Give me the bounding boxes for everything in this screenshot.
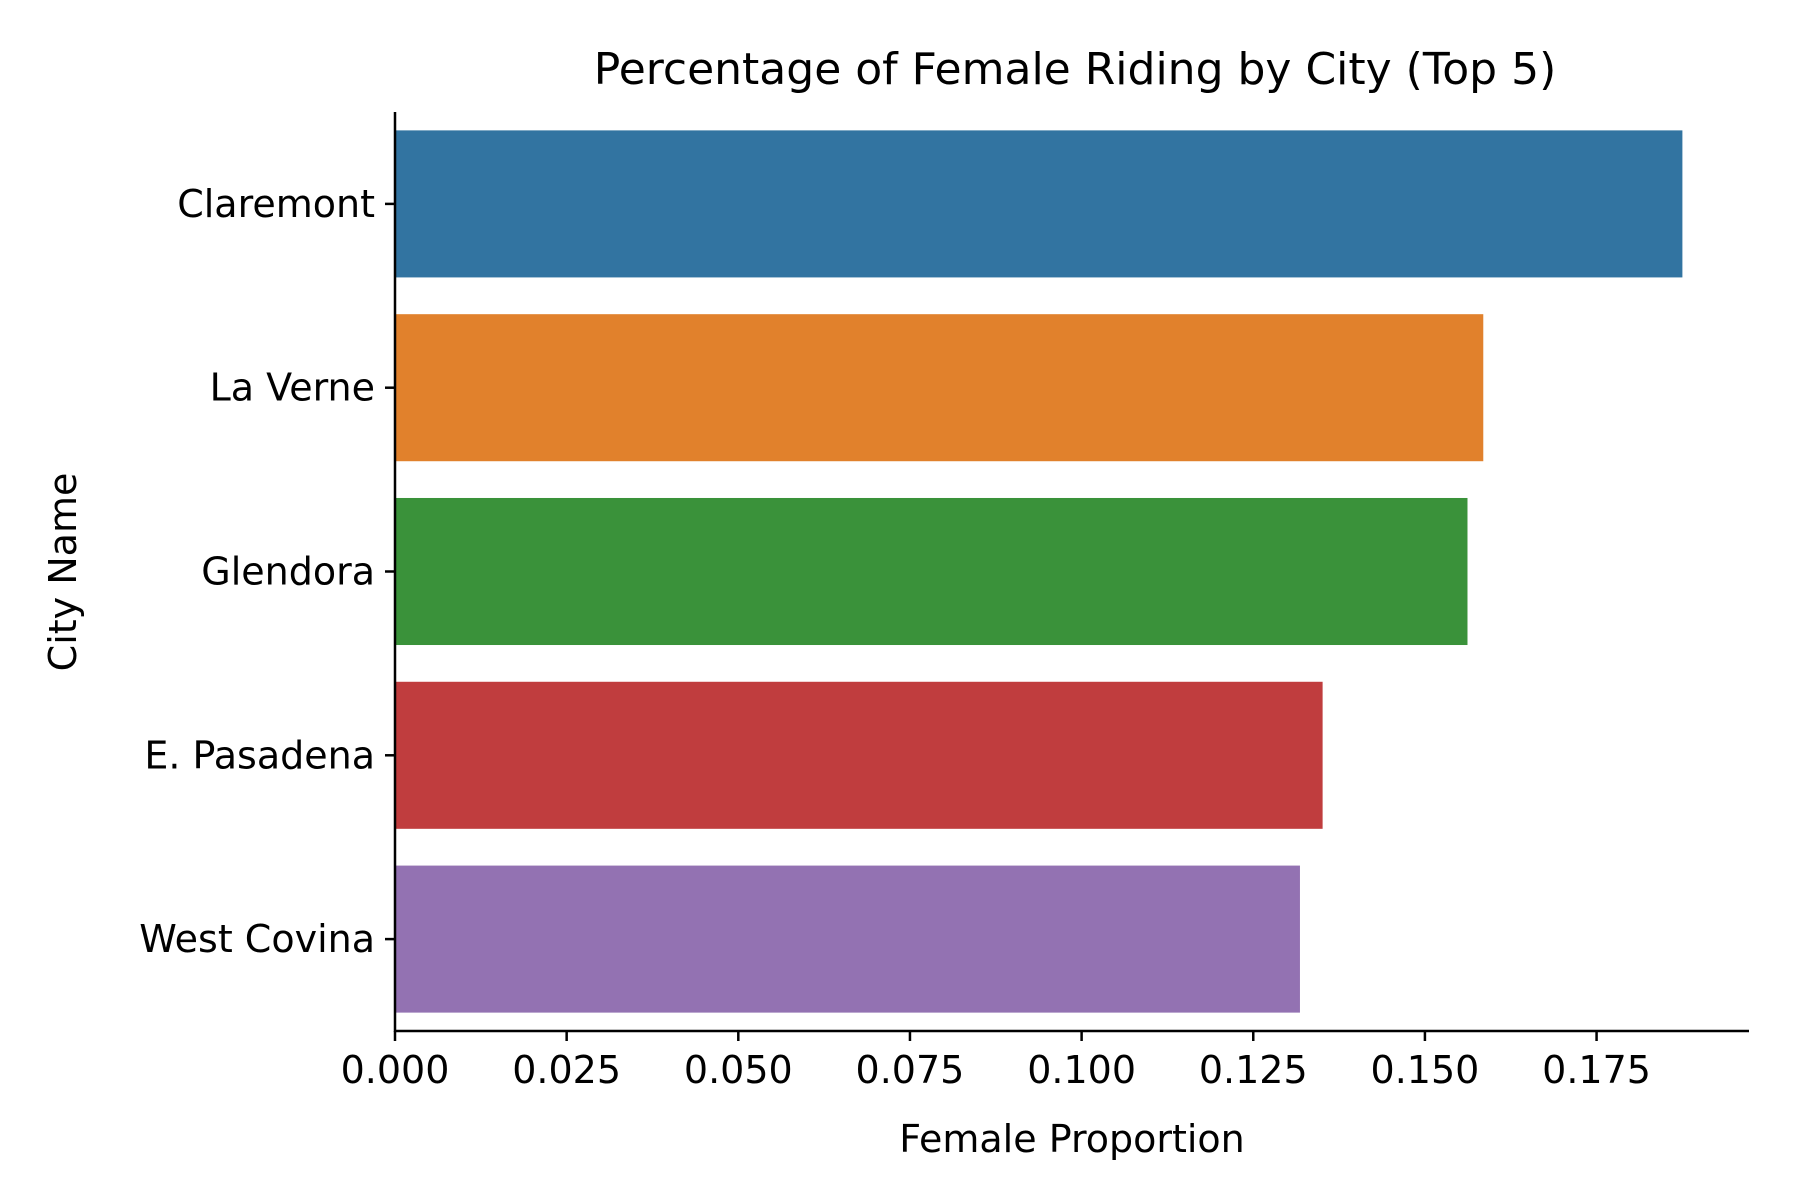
y-axis: Claremont La Verne Glendora E. Pasadena West… xyxy=(139,112,397,1032)
x-tick-label: 0.000 xyxy=(341,1048,450,1092)
bar-glendora xyxy=(395,497,1468,646)
chart-title: Percentage of Female Riding by City (Top… xyxy=(594,44,1556,95)
bar-claremont xyxy=(395,130,1683,278)
x-axis-title: Female Proportion xyxy=(899,1117,1245,1161)
x-tick-label: 0.025 xyxy=(512,1048,621,1092)
y-tick-label: La Verne xyxy=(210,366,375,410)
y-tick-label: Glendora xyxy=(201,550,375,594)
x-tick-label: 0.050 xyxy=(684,1048,793,1092)
x-tick-label: 0.075 xyxy=(856,1048,965,1092)
bar-west-covina xyxy=(395,865,1300,1013)
x-tick-label: 0.100 xyxy=(1027,1048,1136,1092)
y-tick-label: E. Pasadena xyxy=(144,733,375,777)
bars-layer xyxy=(395,130,1683,1013)
y-tick-label: Claremont xyxy=(177,182,375,226)
bar-la-verne xyxy=(395,314,1484,462)
x-tick-label: 0.175 xyxy=(1542,1048,1651,1092)
y-tick-label: West Covina xyxy=(139,917,375,961)
x-axis: 0.000 0.025 0.050 0.075 0.100 0.125 0.150 0.175 xyxy=(341,1029,1749,1092)
x-tick-label: 0.125 xyxy=(1199,1048,1308,1092)
bar-e-pasadena xyxy=(395,681,1323,829)
x-tick-label: 0.150 xyxy=(1371,1048,1480,1092)
y-axis-title: City Name xyxy=(41,473,85,672)
